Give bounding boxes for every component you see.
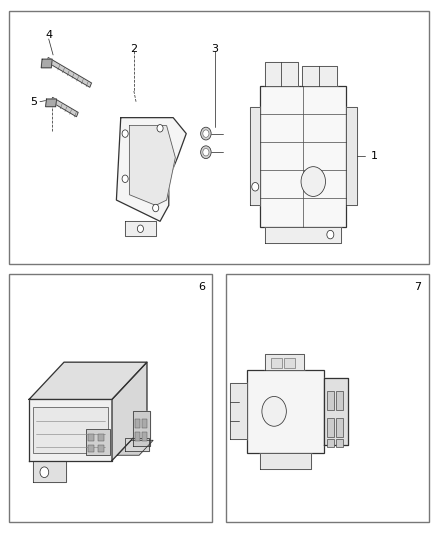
Bar (247, 370, 324, 453)
Bar (272, 358, 283, 368)
Circle shape (122, 175, 128, 182)
Polygon shape (265, 62, 297, 86)
Bar (33, 407, 108, 453)
Circle shape (203, 149, 209, 156)
Bar (98, 434, 104, 441)
Polygon shape (346, 107, 357, 205)
Bar (10, 274, 212, 522)
Polygon shape (265, 227, 341, 243)
Bar (285, 358, 295, 368)
Bar (336, 391, 343, 410)
Bar (336, 418, 343, 437)
Polygon shape (117, 118, 186, 221)
Text: 2: 2 (130, 44, 138, 53)
Circle shape (40, 467, 49, 478)
Circle shape (122, 130, 128, 138)
Text: 5: 5 (30, 96, 37, 107)
Circle shape (138, 225, 144, 232)
Polygon shape (265, 354, 304, 370)
Polygon shape (41, 59, 52, 68)
Bar (327, 439, 334, 447)
Bar (10, 11, 428, 264)
Circle shape (203, 130, 209, 138)
Polygon shape (261, 453, 311, 469)
Polygon shape (133, 411, 150, 446)
Bar (98, 445, 104, 452)
Bar (135, 432, 141, 441)
Text: 1: 1 (371, 151, 378, 161)
Polygon shape (46, 99, 57, 107)
Text: 3: 3 (211, 44, 218, 53)
Text: 7: 7 (414, 282, 421, 292)
Bar (142, 418, 148, 428)
Polygon shape (250, 107, 261, 205)
Polygon shape (125, 438, 149, 451)
Bar (88, 434, 94, 441)
Bar (226, 274, 428, 522)
Circle shape (152, 204, 159, 212)
Circle shape (327, 230, 334, 239)
Polygon shape (46, 58, 92, 87)
Bar (327, 418, 334, 437)
Polygon shape (230, 383, 247, 439)
Polygon shape (302, 66, 337, 86)
Bar (327, 391, 334, 410)
Polygon shape (51, 98, 78, 117)
Circle shape (201, 146, 211, 159)
Polygon shape (112, 362, 147, 461)
Bar (88, 445, 94, 452)
Bar (261, 86, 346, 227)
Polygon shape (125, 221, 155, 236)
Polygon shape (130, 126, 175, 205)
Circle shape (262, 397, 286, 426)
Bar (142, 432, 148, 441)
Bar (86, 429, 110, 455)
Text: 6: 6 (198, 282, 205, 292)
Text: 4: 4 (45, 30, 52, 41)
Polygon shape (29, 362, 147, 399)
Circle shape (157, 125, 163, 132)
Polygon shape (29, 399, 112, 461)
Circle shape (301, 167, 325, 197)
Polygon shape (33, 461, 66, 482)
Bar (336, 439, 343, 447)
Circle shape (201, 127, 211, 140)
Bar (135, 418, 141, 428)
Polygon shape (117, 440, 153, 455)
Polygon shape (324, 378, 348, 445)
Circle shape (252, 182, 259, 191)
